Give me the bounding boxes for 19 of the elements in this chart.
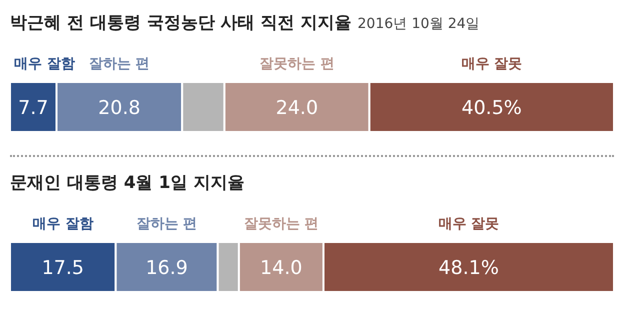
series-label: 잘못하는 편 — [259, 56, 334, 72]
chart-title: 문재인 대통령 4월 1일 지지율 — [10, 173, 244, 193]
data-label: 17.5 — [42, 257, 84, 279]
series-label: 매우 잘함 — [32, 216, 94, 232]
data-label: 16.9 — [146, 257, 188, 279]
chart-title: 박근혜 전 대통령 국정농단 사태 직전 지지율 — [10, 13, 352, 33]
series-label: 잘못하는 편 — [244, 216, 319, 232]
series-label: 매우 잘함 — [14, 56, 75, 72]
series-label: 매우 잘못 — [461, 56, 522, 72]
data-label: 40.5% — [462, 97, 522, 119]
chart-subtitle: 2016년 10월 24일 — [358, 16, 480, 32]
series-label: 잘하는 편 — [136, 216, 198, 232]
series-label: 매우 잘못 — [438, 216, 500, 232]
data-label: 7.7 — [18, 97, 48, 119]
data-label: 48.1% — [438, 257, 499, 279]
data-label: 14.0 — [260, 257, 302, 279]
data-label: 24.0 — [276, 97, 318, 119]
series-label: 잘하는 편 — [88, 56, 150, 72]
data-label: 20.8 — [98, 97, 140, 119]
